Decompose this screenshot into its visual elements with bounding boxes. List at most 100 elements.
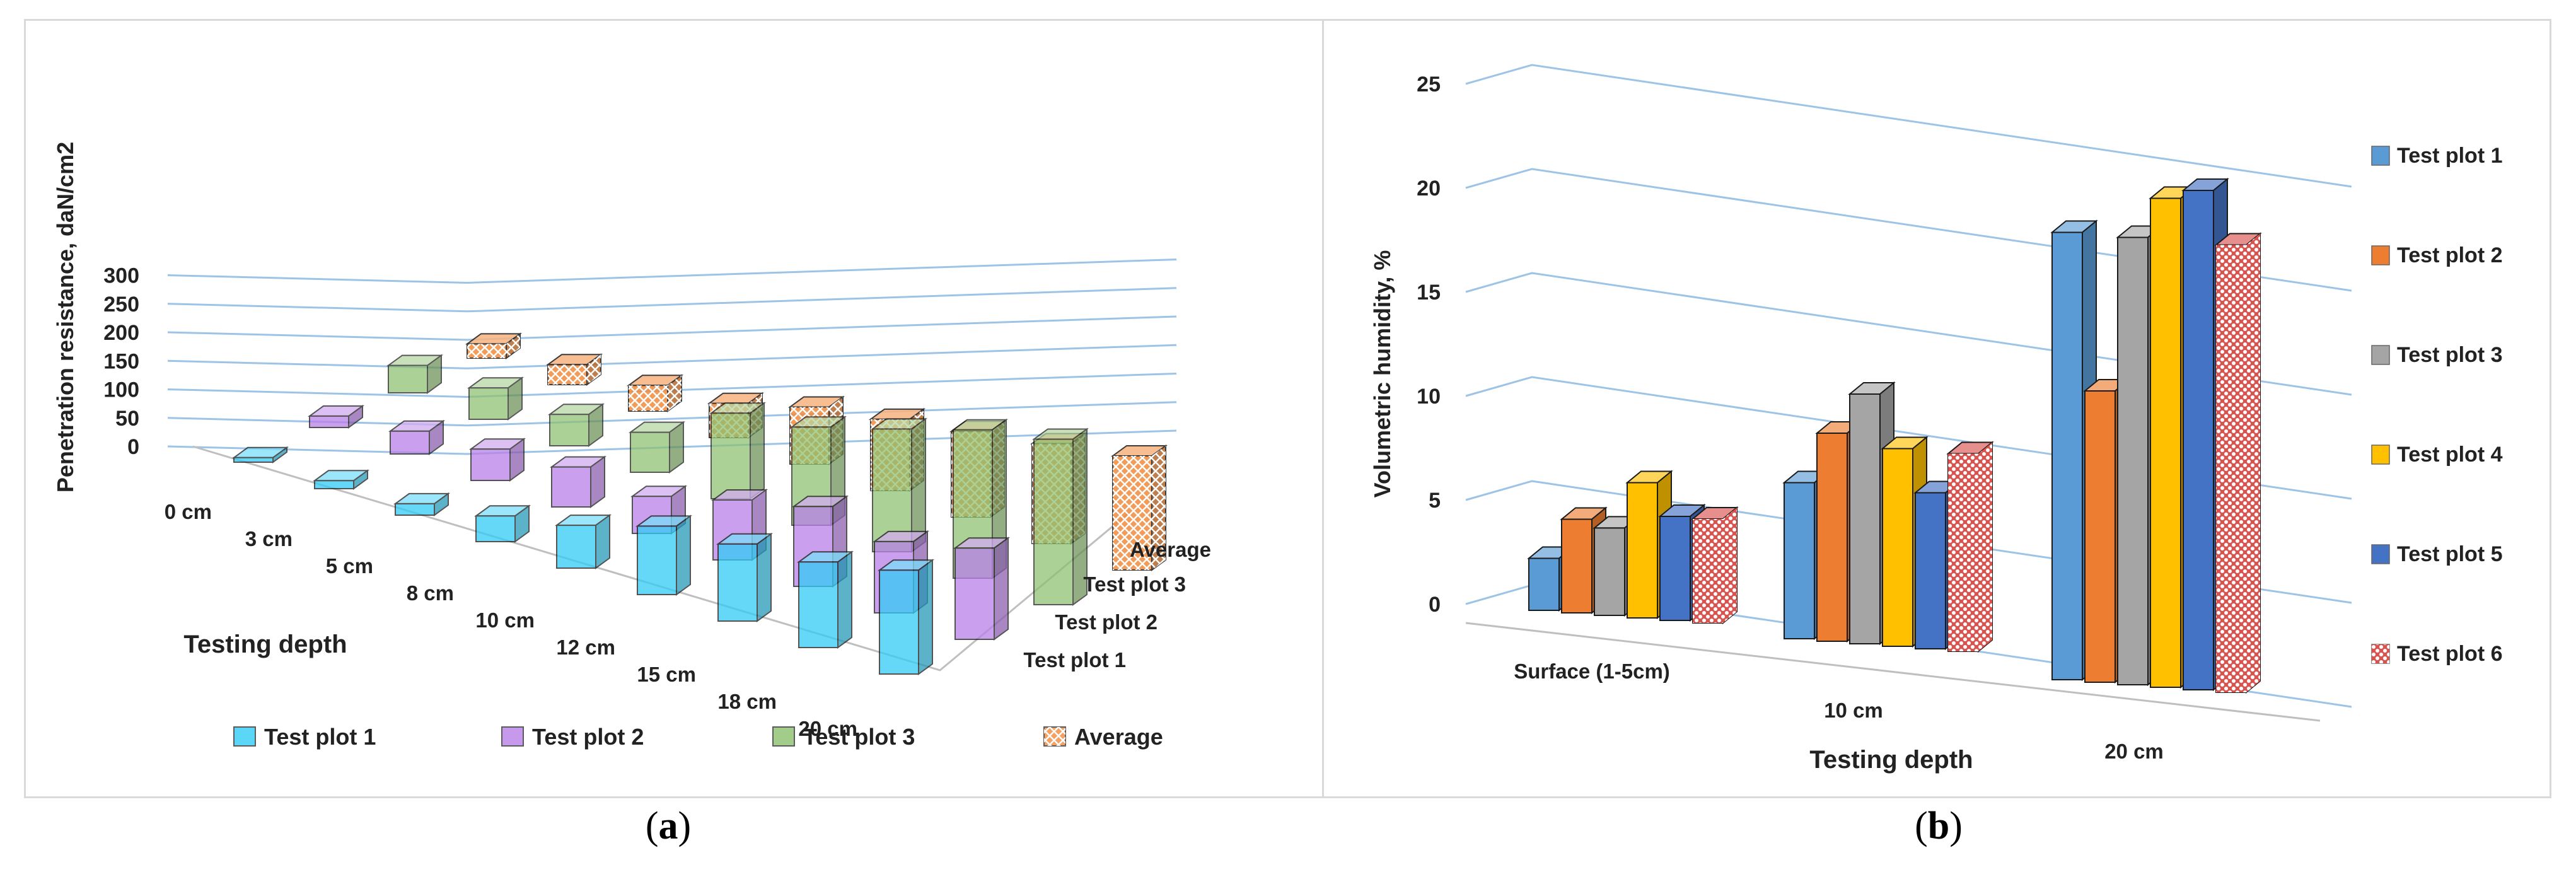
ytick-label-b: 10 <box>1417 385 1441 409</box>
bar-b-1-0-front <box>1561 518 1593 614</box>
series-axis-label-a: Test plot 2 <box>1055 610 1157 634</box>
ytick-label-a: 300 <box>103 264 139 288</box>
bar-a-0-3-front <box>475 515 516 543</box>
panel-b-letter: b <box>1927 805 1950 847</box>
bar-a-0-5 <box>635 515 693 596</box>
bar-a-1-8-side <box>994 537 1009 641</box>
series-axis-label-a: Average <box>1130 538 1211 561</box>
category-label-b: Surface (1-5cm) <box>1514 660 1670 683</box>
bar-a-3-1-pattern <box>548 364 587 385</box>
x-axis-label-a: Testing depth <box>183 631 347 658</box>
bar-b-4-1-front <box>1915 492 1946 649</box>
bar-a-0-2 <box>393 492 451 516</box>
category-label-a: 3 cm <box>245 527 293 550</box>
bar-b-1-1-front <box>1816 433 1848 642</box>
panel-a-letter: a <box>658 805 678 847</box>
bar-a-0-1 <box>312 469 370 490</box>
legend-swatch-pattern-a <box>1044 727 1065 746</box>
ytick-label-a: 0 <box>127 435 139 459</box>
bar-a-3-2-side-pattern <box>668 375 682 411</box>
category-label-a: 8 cm <box>407 581 454 605</box>
ytick-label-b: 20 <box>1417 177 1441 201</box>
bar-b-0-0-front <box>1528 557 1560 611</box>
legend-swatch-b <box>2371 245 2390 265</box>
category-label-a: 0 cm <box>165 500 212 523</box>
bar-a-2-4-side <box>750 402 765 500</box>
category-label-a: 5 cm <box>326 554 373 578</box>
category-label-b: 20 cm <box>2104 740 2164 763</box>
bar-a-2-4 <box>709 402 767 500</box>
bar-a-1-2-front <box>470 448 511 481</box>
bar-b-4-0-front <box>1659 516 1691 621</box>
bar-b-4-2-front <box>2183 190 2214 690</box>
bar-a-1-8-front <box>954 547 995 641</box>
bar-b-3-1-front <box>1882 448 1913 647</box>
ytick-label-a: 100 <box>103 378 139 402</box>
chart-b: 0 5 10 15 20 25 Volumetric humidity, % Testing … <box>1369 64 2503 774</box>
bar-a-0-1-front <box>314 480 354 490</box>
bar-b-3-0-front <box>1627 482 1658 619</box>
legend-swatch-b <box>2371 544 2390 564</box>
legend-label-a: Test plot 3 <box>803 724 915 750</box>
bar-b-1-2-front <box>2084 390 2116 683</box>
bar-a-1-0-front <box>309 415 349 429</box>
bar-a-0-5-side <box>676 515 691 596</box>
bar-b-5-1 <box>1946 441 1994 653</box>
chart-panel-a: 0 50 100 150 200 250 300 Penetration resistance… <box>24 19 1324 798</box>
bar-a-0-8-front <box>879 569 919 675</box>
category-label-b: 10 cm <box>1824 699 1883 722</box>
series-axis-label-a: Test plot 3 <box>1083 573 1186 596</box>
bar-a-1-1-front <box>390 430 430 455</box>
bar-a-3-1-side-pattern <box>587 354 601 385</box>
legend-label-a: Test plot 2 <box>532 724 644 750</box>
bar-a-0-0-front <box>233 457 274 463</box>
gridline-a <box>167 373 1177 398</box>
bar-a-1-3-front <box>551 466 591 508</box>
ytick-label-b: 5 <box>1429 489 1441 513</box>
legend-swatch-b <box>2371 445 2390 465</box>
gridline-a <box>167 401 1177 427</box>
bar-a-3-2 <box>626 374 684 412</box>
gridline-a <box>167 315 1177 341</box>
series-axis-label-a: Test plot 1 <box>1023 648 1126 672</box>
bar-a-2-3 <box>628 421 686 474</box>
legend-label-b: Test plot 2 <box>2397 243 2503 267</box>
panel-a-caption: (a) <box>645 805 692 847</box>
floor-edge-b <box>1465 622 2321 722</box>
bar-a-2-1-front <box>468 387 509 420</box>
bar-a-2-1 <box>467 376 525 421</box>
bar-b-5-1-side-pattern <box>1978 442 1992 651</box>
bar-a-2-0-front <box>388 364 428 393</box>
bar-b-5-1-pattern <box>1948 453 1978 651</box>
bar-a-0-4 <box>554 514 612 569</box>
chart-panel-b: 0 5 10 15 20 25 Volumetric humidity, % Testing … <box>1322 19 2551 798</box>
bar-b-0-2-front <box>2051 231 2083 680</box>
bar-a-0-0 <box>231 446 289 463</box>
bar-a-0-7 <box>796 550 854 649</box>
legend-label-b: Test plot 1 <box>2397 144 2503 168</box>
legend-label-b: Test plot 5 <box>2397 542 2503 566</box>
gridline-a <box>167 344 1177 369</box>
bar-a-0-4-front <box>556 525 596 569</box>
legend-swatch-pattern-b <box>2372 644 2389 663</box>
bar-b-5-0-pattern <box>1693 519 1723 623</box>
bar-a-2-8 <box>1031 427 1089 606</box>
category-label-a: 15 cm <box>637 663 696 686</box>
bar-b-2-2-front <box>2117 236 2149 685</box>
bar-a-3-0-pattern <box>467 344 506 358</box>
bar-a-2-2 <box>547 403 605 447</box>
category-label-a: 20 cm <box>798 717 857 740</box>
bar-b-5-2 <box>2214 232 2262 694</box>
ytick-label-b: 25 <box>1417 73 1441 96</box>
bar-a-0-5-front <box>637 525 677 596</box>
bar-a-3-8-side-pattern <box>1152 446 1166 570</box>
panel-b-caption: (b) <box>1915 805 1963 847</box>
legend-swatch-a <box>233 726 256 747</box>
bar-b-3-2-front <box>2150 197 2181 688</box>
bar-a-1-3 <box>549 455 607 508</box>
legend-label-a: Test plot 1 <box>264 724 376 750</box>
bar-b-0-1-front <box>1784 482 1815 639</box>
bar-a-0-7-side <box>837 550 852 649</box>
legend-label-b: Test plot 6 <box>2397 642 2503 666</box>
ytick-label-a: 50 <box>115 407 139 431</box>
